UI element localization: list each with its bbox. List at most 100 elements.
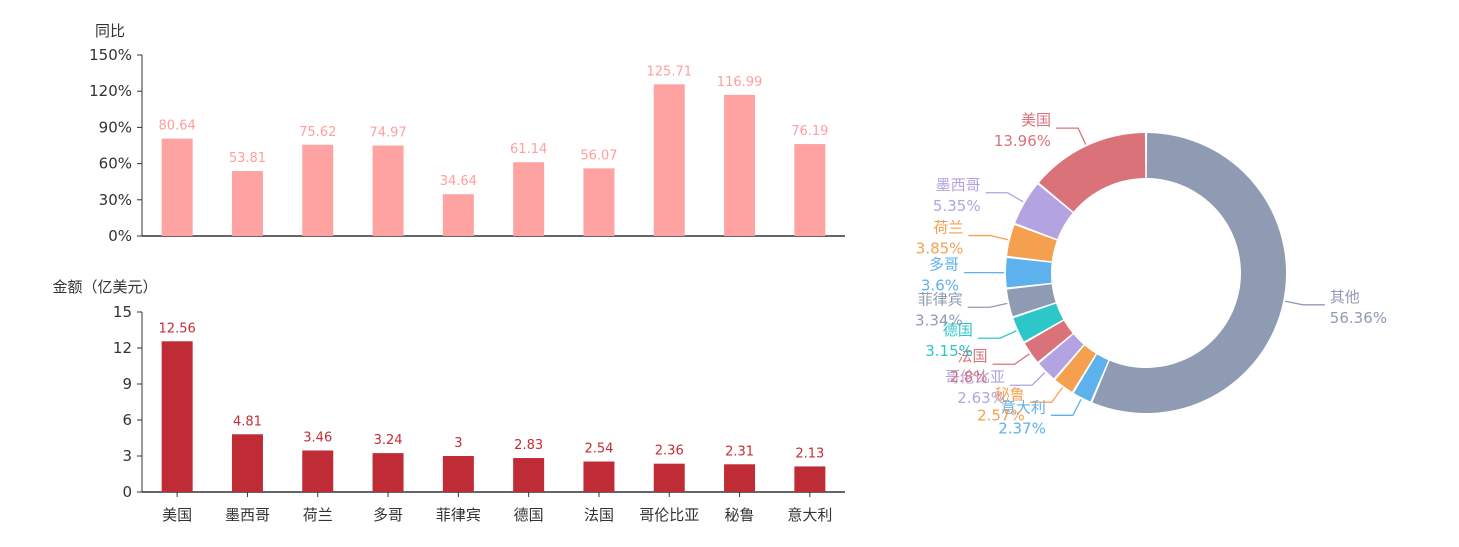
y-tick-label: 12 xyxy=(113,339,132,357)
donut-slice-秘鲁 xyxy=(1055,345,1096,392)
leader-line xyxy=(968,234,1009,241)
donut-name-label: 菲律宾 xyxy=(918,290,963,308)
x-category-label: 菲律宾 xyxy=(436,506,481,524)
donut-percent-label: 3.34% xyxy=(915,311,963,329)
donut-name-label: 德国 xyxy=(943,321,973,339)
donut-name-label: 法国 xyxy=(958,347,988,365)
bar-美国 xyxy=(161,138,193,236)
bar-value-label: 56.07 xyxy=(580,148,617,163)
bar-多哥 xyxy=(372,145,404,236)
bar-哥伦比亚 xyxy=(653,463,685,492)
donut-percent-label: 3.85% xyxy=(916,240,964,258)
x-category-label: 荷兰 xyxy=(303,506,333,524)
bar-value-label: 12.56 xyxy=(159,321,196,336)
bar-意大利 xyxy=(794,466,826,492)
bar-value-label: 3.24 xyxy=(374,433,403,448)
donut-slice-其他 xyxy=(1092,133,1286,413)
donut-slice-墨西哥 xyxy=(1015,184,1073,240)
y-tick-label: 6 xyxy=(122,411,132,429)
bar-value-label: 61.14 xyxy=(510,142,547,157)
bar-德国 xyxy=(513,458,545,492)
bar-value-label: 125.71 xyxy=(647,64,693,79)
bar-value-label: 2.31 xyxy=(725,444,754,459)
bar-value-label: 2.54 xyxy=(584,442,613,457)
bar-value-label: 80.64 xyxy=(159,119,196,134)
y-tick-label: 120% xyxy=(89,82,132,100)
leader-line xyxy=(1056,127,1087,145)
donut-percent-label: 2.57% xyxy=(977,406,1025,424)
bar-菲律宾 xyxy=(442,194,474,236)
donut-slice-哥伦比亚 xyxy=(1039,334,1084,379)
bar-墨西哥 xyxy=(231,171,263,236)
y-tick-label: 15 xyxy=(113,303,132,321)
bar-value-label: 53.81 xyxy=(229,151,266,166)
y-tick-label: 90% xyxy=(99,118,132,136)
bar-value-label: 3.46 xyxy=(303,430,332,445)
donut-percent-label: 56.36% xyxy=(1330,309,1387,327)
leader-line xyxy=(1009,372,1046,386)
bar-value-label: 76.19 xyxy=(791,124,828,139)
bar-法国 xyxy=(583,168,615,236)
x-category-label: 秘鲁 xyxy=(725,506,755,524)
donut-percent-label: 3.6% xyxy=(921,277,959,295)
y-axis-label: 金额（亿美元） xyxy=(52,278,157,296)
bar-美国 xyxy=(161,341,193,492)
bar-value-label: 116.99 xyxy=(717,75,763,90)
bar-荷兰 xyxy=(302,450,334,492)
y-tick-label: 30% xyxy=(99,191,132,209)
donut-name-label: 秘鲁 xyxy=(995,385,1025,403)
y-axis-label: 同比 xyxy=(95,22,125,40)
bar-秘鲁 xyxy=(724,464,756,492)
y-tick-label: 60% xyxy=(99,155,132,173)
x-category-label: 意大利 xyxy=(787,506,832,524)
leader-line xyxy=(985,192,1024,203)
donut-slice-意大利 xyxy=(1073,354,1109,402)
leader-line xyxy=(977,330,1017,339)
donut-slice-美国 xyxy=(1039,133,1146,212)
bar-value-label: 4.81 xyxy=(233,414,262,429)
x-category-label: 哥伦比亚 xyxy=(639,506,699,524)
x-category-label: 美国 xyxy=(162,506,192,524)
bar-秘鲁 xyxy=(724,94,756,237)
x-category-label: 墨西哥 xyxy=(225,506,270,524)
leader-line xyxy=(1029,387,1063,403)
bar-哥伦比亚 xyxy=(653,84,685,236)
bar-多哥 xyxy=(372,453,404,492)
bar-墨西哥 xyxy=(231,434,263,492)
donut-slice-德国 xyxy=(1013,303,1064,342)
x-category-label: 德国 xyxy=(514,506,544,524)
donut-slice-荷兰 xyxy=(1007,225,1057,262)
donut-name-label: 荷兰 xyxy=(933,219,963,237)
donut-percent-label: 2.63% xyxy=(957,389,1005,407)
bar-value-label: 34.64 xyxy=(440,174,477,189)
donut-name-label: 哥伦比亚 xyxy=(945,368,1005,386)
bar-value-label: 2.36 xyxy=(655,444,684,459)
bar-德国 xyxy=(513,162,545,236)
donut-slice-多哥 xyxy=(1005,257,1052,288)
x-category-label: 多哥 xyxy=(373,506,403,524)
donut-slice-菲律宾 xyxy=(1006,284,1056,317)
donut-percent-label: 2.8% xyxy=(949,368,987,386)
donut-slice-法国 xyxy=(1024,320,1073,362)
donut-percent-label: 3.15% xyxy=(925,342,973,360)
donut-percent-label: 2.37% xyxy=(998,419,1046,437)
bar-意大利 xyxy=(794,144,826,236)
bar-菲律宾 xyxy=(442,456,474,492)
leader-line xyxy=(967,302,1008,308)
leader-line xyxy=(1050,398,1082,416)
bar-荷兰 xyxy=(302,144,334,236)
donut-name-label: 其他 xyxy=(1330,288,1360,306)
donut-name-label: 多哥 xyxy=(929,256,959,274)
donut-percent-label: 5.35% xyxy=(933,197,981,215)
bar-value-label: 2.13 xyxy=(795,446,824,461)
leader-line xyxy=(1285,300,1325,306)
y-tick-label: 0% xyxy=(108,227,132,245)
y-tick-label: 0 xyxy=(122,483,132,501)
donut-name-label: 墨西哥 xyxy=(936,176,981,194)
x-category-label: 法国 xyxy=(584,506,614,524)
bar-value-label: 75.62 xyxy=(299,125,336,140)
bar-value-label: 3 xyxy=(454,436,462,451)
bar-value-label: 74.97 xyxy=(369,126,406,141)
donut-name-label: 美国 xyxy=(1021,111,1051,129)
